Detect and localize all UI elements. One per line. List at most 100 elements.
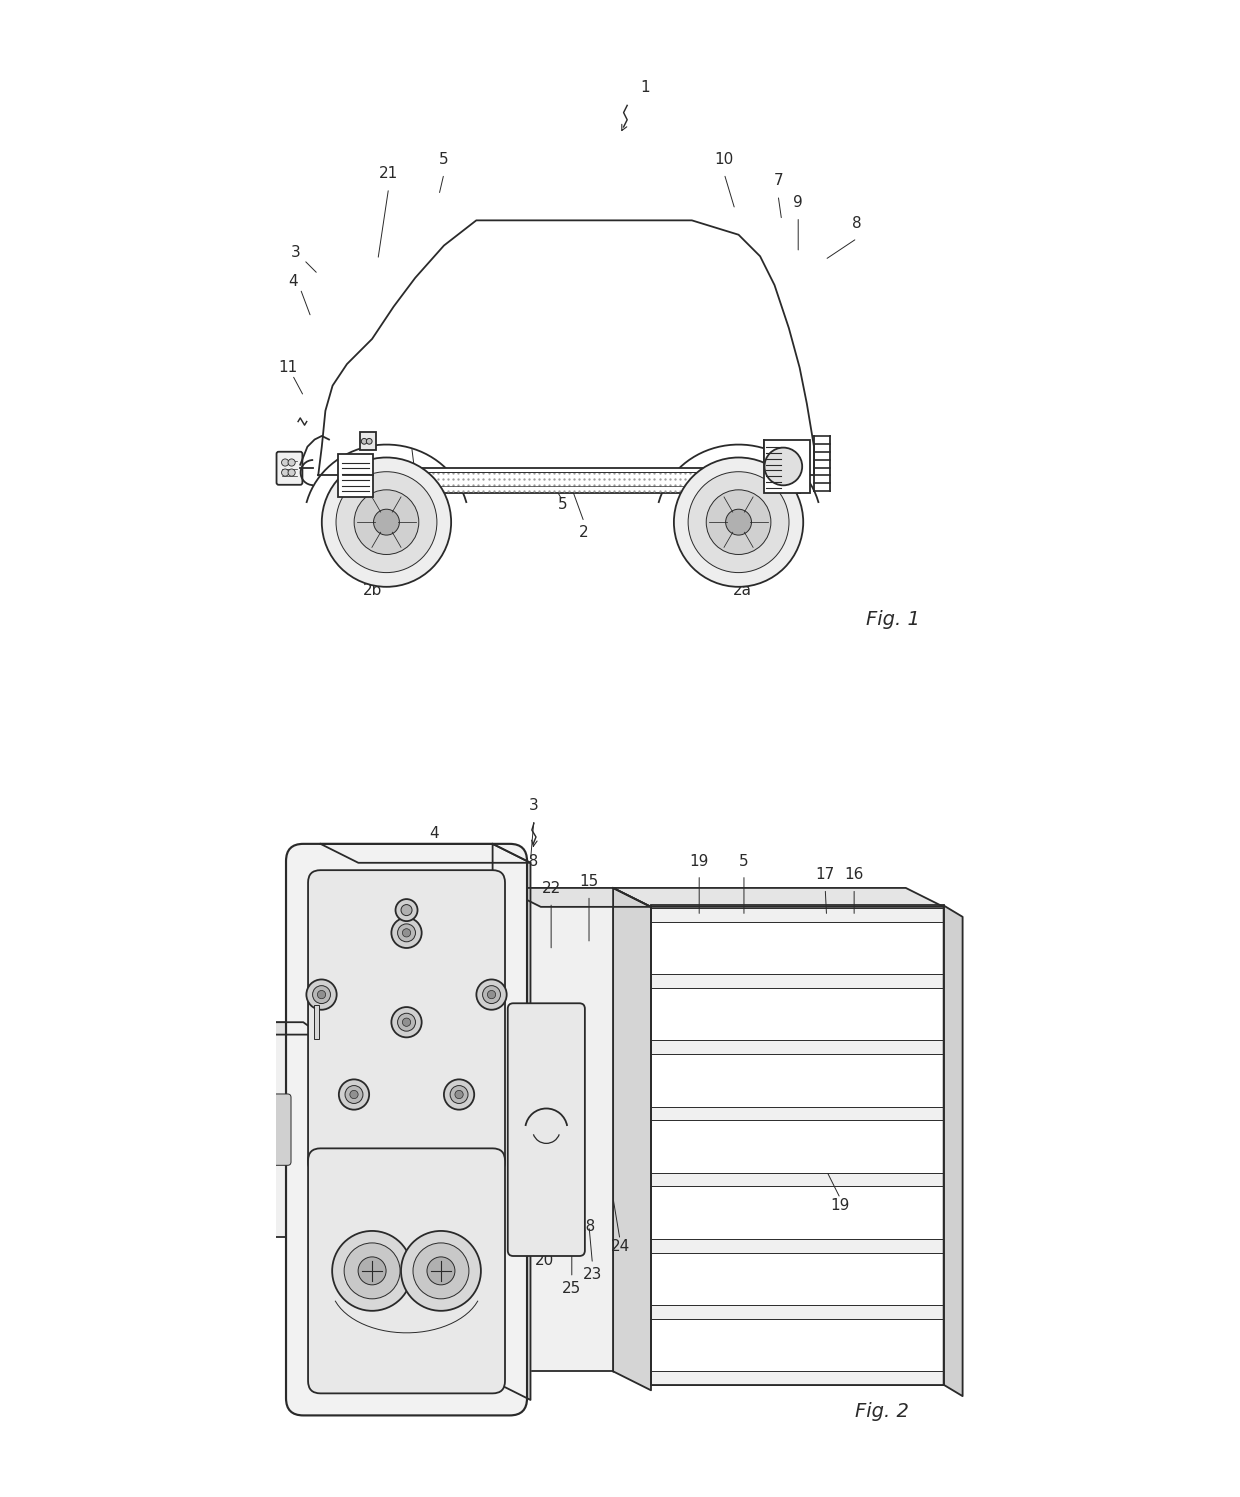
Bar [651, 1371, 944, 1385]
Text: 10: 10 [714, 151, 734, 166]
Circle shape [403, 1018, 410, 1027]
Bar [651, 1305, 944, 1319]
Circle shape [332, 1231, 412, 1311]
Circle shape [444, 1079, 474, 1109]
Circle shape [396, 900, 418, 921]
Text: 4: 4 [429, 826, 439, 841]
Text: 23: 23 [583, 1266, 603, 1281]
Circle shape [398, 1013, 415, 1031]
FancyBboxPatch shape [308, 870, 505, 1174]
Text: 4: 4 [288, 274, 298, 289]
FancyBboxPatch shape [286, 844, 527, 1416]
Polygon shape [320, 844, 531, 862]
Circle shape [350, 1090, 358, 1099]
Text: 5: 5 [439, 151, 449, 166]
Circle shape [345, 1085, 363, 1103]
Text: 12: 12 [290, 1295, 310, 1310]
Polygon shape [492, 844, 531, 1400]
Circle shape [725, 509, 751, 534]
Text: 5: 5 [558, 497, 568, 512]
Circle shape [707, 490, 771, 554]
Circle shape [345, 1243, 401, 1299]
Text: 2b: 2b [362, 582, 382, 597]
Circle shape [482, 985, 501, 1003]
Circle shape [427, 1257, 455, 1284]
Bar [258, 1022, 304, 1237]
Text: 2a: 2a [733, 582, 751, 597]
Circle shape [339, 1079, 370, 1109]
Text: 21a: 21a [479, 861, 507, 876]
FancyBboxPatch shape [270, 1094, 291, 1165]
Circle shape [355, 490, 419, 554]
Circle shape [312, 985, 331, 1003]
Text: 6: 6 [410, 475, 420, 490]
Polygon shape [613, 888, 651, 1391]
Text: 20: 20 [534, 1253, 554, 1268]
Circle shape [688, 472, 789, 572]
Text: 14: 14 [355, 1353, 373, 1368]
Bar [651, 906, 944, 1385]
Text: 25: 25 [562, 1280, 582, 1295]
Polygon shape [613, 888, 944, 907]
Polygon shape [258, 1022, 320, 1034]
Text: 3: 3 [529, 798, 539, 813]
Circle shape [336, 472, 436, 572]
Circle shape [401, 904, 412, 916]
Circle shape [288, 469, 295, 476]
Circle shape [306, 979, 337, 1010]
Text: 19: 19 [831, 1198, 851, 1213]
Text: 8: 8 [852, 217, 862, 232]
Circle shape [281, 460, 289, 466]
Text: 21: 21 [379, 166, 398, 181]
Circle shape [358, 1257, 386, 1284]
Text: 3: 3 [290, 246, 300, 260]
Circle shape [401, 1231, 481, 1311]
Text: 11: 11 [279, 361, 298, 376]
Text: 2: 2 [579, 525, 589, 540]
Bar [651, 1172, 944, 1187]
Circle shape [476, 979, 507, 1010]
Circle shape [398, 924, 415, 942]
Text: Fig. 2: Fig. 2 [854, 1403, 909, 1422]
FancyBboxPatch shape [308, 1148, 505, 1394]
Circle shape [403, 928, 410, 937]
Text: 7: 7 [774, 174, 782, 189]
Circle shape [455, 1090, 464, 1099]
Circle shape [281, 469, 289, 476]
Bar [360, 433, 376, 451]
Bar [651, 1240, 944, 1253]
Text: 9: 9 [794, 195, 804, 210]
Circle shape [322, 458, 451, 587]
Circle shape [450, 1085, 467, 1103]
Circle shape [288, 460, 295, 466]
Circle shape [361, 439, 367, 445]
Text: 24: 24 [610, 1240, 630, 1254]
Bar [651, 909, 944, 922]
Text: 5: 5 [739, 853, 749, 868]
Text: 19: 19 [689, 853, 709, 868]
Circle shape [765, 448, 802, 485]
Text: 13: 13 [379, 1364, 399, 1379]
Text: 1: 1 [640, 79, 650, 94]
Circle shape [413, 1243, 469, 1299]
Bar [651, 1040, 944, 1054]
FancyBboxPatch shape [507, 1003, 585, 1256]
FancyBboxPatch shape [277, 452, 303, 485]
Circle shape [373, 509, 399, 534]
Text: 17: 17 [816, 867, 835, 882]
Circle shape [673, 458, 804, 587]
Circle shape [487, 991, 496, 998]
Bar [764, 440, 811, 494]
Text: 15: 15 [579, 874, 599, 889]
Circle shape [392, 1007, 422, 1037]
Text: 18: 18 [575, 1219, 595, 1234]
Text: 14: 14 [300, 1060, 320, 1075]
Circle shape [366, 439, 372, 445]
Polygon shape [944, 906, 962, 1397]
Polygon shape [503, 888, 651, 907]
Bar [651, 975, 944, 988]
Bar [339, 454, 373, 497]
Circle shape [392, 918, 422, 948]
Bar [651, 1106, 944, 1120]
Text: 16: 16 [844, 867, 864, 882]
